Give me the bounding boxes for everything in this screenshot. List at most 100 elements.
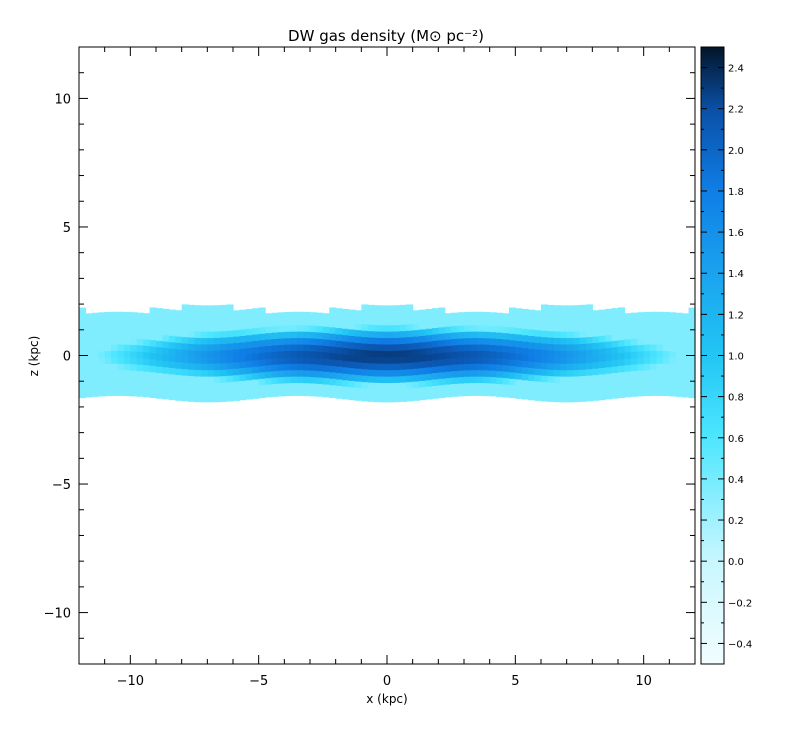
heatmap-cell	[149, 384, 157, 392]
heatmap-cell	[329, 307, 337, 315]
heatmap-cell	[271, 332, 279, 340]
heatmap-cell	[476, 388, 484, 396]
colorbar: −0.4 −0.2 0.0 0.2 0.4 0.6 0.8 1.0 1.2 1.4 1.6 1.8 2.…	[700, 46, 752, 665]
heatmap-cell	[277, 370, 285, 378]
heatmap-cell	[476, 350, 484, 358]
heatmap-cell	[425, 366, 433, 374]
heatmap-cell	[444, 390, 452, 398]
heatmap-cell	[560, 350, 568, 358]
heatmap-cell	[566, 350, 574, 358]
heatmap-cell	[322, 351, 330, 359]
heatmap-cell	[156, 372, 164, 380]
x-tick-label: 5	[511, 674, 519, 689]
heatmap-cell	[79, 314, 87, 322]
heatmap-cell	[329, 320, 337, 328]
heatmap-cell	[194, 350, 202, 358]
heatmap-cell	[425, 373, 433, 381]
heatmap-cell	[457, 382, 465, 390]
heatmap-cell	[585, 323, 593, 331]
heatmap-cell	[560, 363, 568, 371]
heatmap-cell	[136, 370, 144, 378]
heatmap-cell	[277, 344, 285, 352]
heatmap-cell	[611, 353, 619, 361]
heatmap-cell	[553, 350, 561, 358]
heatmap-cell	[669, 344, 677, 352]
heatmap-cell	[136, 389, 144, 397]
heatmap-cell	[541, 304, 549, 312]
heatmap-cell	[585, 381, 593, 389]
heatmap-cell	[630, 370, 638, 378]
heatmap-cell	[470, 356, 478, 364]
heatmap-cell	[387, 382, 395, 390]
heatmap-cell	[553, 318, 561, 326]
heatmap-cell	[483, 318, 491, 326]
heatmap-cell	[258, 307, 266, 315]
heatmap-cell	[130, 363, 138, 371]
heatmap-cell	[297, 388, 305, 396]
heatmap-cell	[354, 393, 362, 401]
heatmap-cell	[489, 344, 497, 352]
heatmap-cell	[290, 356, 298, 364]
heatmap-cell	[348, 367, 356, 375]
heatmap-cell	[585, 304, 593, 312]
heatmap-cell	[361, 355, 369, 363]
heatmap-cell	[598, 341, 606, 349]
heatmap-cell	[489, 318, 497, 326]
heatmap-cell	[117, 363, 125, 371]
heatmap-cell	[496, 370, 504, 378]
heatmap-cell	[419, 335, 427, 343]
heatmap-cell	[91, 377, 99, 385]
heatmap-cell	[316, 383, 324, 391]
heatmap-cell	[431, 353, 439, 361]
heatmap-cell	[98, 382, 106, 391]
heatmap-cell	[656, 376, 664, 384]
colorbar-tick-label: −0.2	[728, 598, 752, 609]
heatmap-cell	[605, 385, 613, 394]
heatmap-cell	[393, 324, 401, 332]
heatmap-cell	[643, 376, 651, 384]
heatmap-cell	[489, 363, 497, 371]
heatmap-cell	[541, 330, 549, 338]
heatmap-cell	[624, 390, 632, 398]
heatmap-cell	[399, 388, 407, 396]
heatmap-cell	[412, 316, 420, 324]
heatmap-cell	[111, 324, 119, 332]
heatmap-cell	[123, 376, 131, 384]
heatmap-cell	[669, 318, 677, 326]
heatmap-cell	[624, 326, 632, 334]
heatmap-cell	[438, 378, 446, 386]
heatmap-cell	[303, 311, 311, 319]
heatmap-cell	[515, 308, 523, 316]
heatmap-cell	[329, 346, 337, 354]
heatmap-cell	[194, 324, 202, 332]
heatmap-cell	[342, 366, 350, 374]
heatmap-cell	[547, 362, 555, 370]
heatmap-cell	[476, 363, 484, 371]
heatmap-cell	[553, 305, 561, 313]
heatmap-cell	[496, 312, 504, 320]
colorbar-tick-label: 2.0	[728, 146, 744, 157]
heatmap-cell	[188, 375, 196, 383]
heatmap-cell	[470, 343, 478, 351]
heatmap-cell	[354, 316, 362, 324]
heatmap-cell	[547, 311, 555, 319]
heatmap-cell	[675, 344, 683, 352]
heatmap-cell	[560, 331, 568, 339]
heatmap-cell	[220, 324, 228, 332]
heatmap-cell	[162, 334, 170, 342]
heatmap-cell	[451, 383, 459, 391]
heatmap-cell	[277, 318, 285, 326]
heatmap-cell	[111, 376, 119, 384]
heatmap-cell	[136, 357, 144, 365]
heatmap-cell	[483, 356, 491, 364]
heatmap-cell	[104, 324, 112, 332]
heatmap-cell	[348, 316, 356, 324]
heatmap-cell	[387, 311, 395, 319]
heatmap-cell	[566, 376, 574, 384]
heatmap-cell	[181, 394, 189, 402]
heatmap-cell	[361, 342, 369, 351]
heatmap-cell	[348, 361, 356, 369]
heatmap-cell	[361, 387, 369, 395]
heatmap-cell	[335, 327, 343, 335]
heatmap-cell	[585, 349, 593, 357]
